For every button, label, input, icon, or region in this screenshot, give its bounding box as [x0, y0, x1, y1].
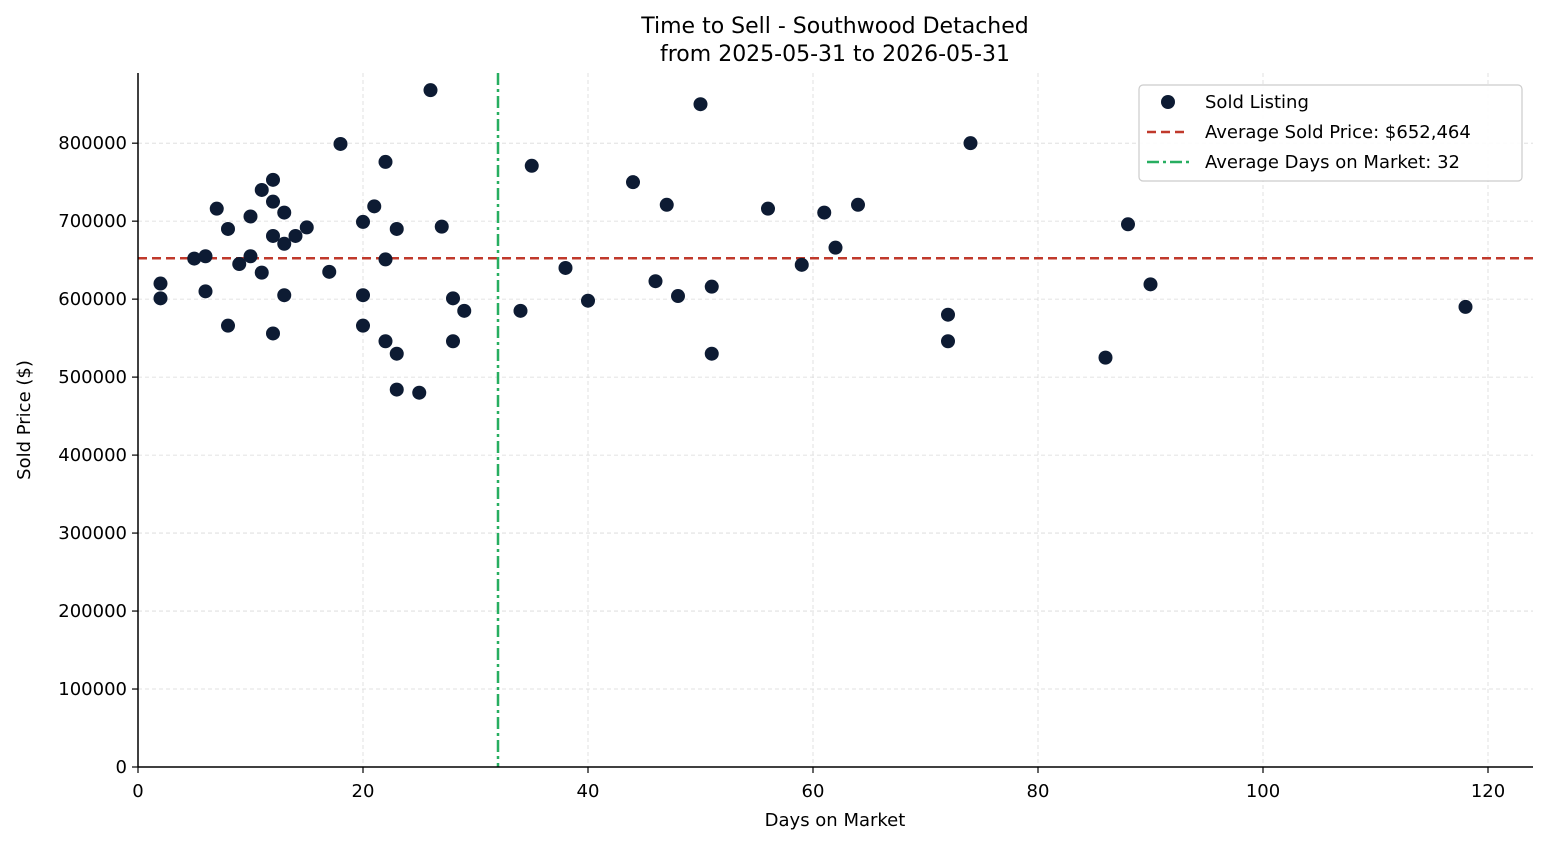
- y-tick-label: 300000: [58, 523, 127, 544]
- data-point: [434, 219, 449, 234]
- data-point: [232, 257, 247, 272]
- average-lines: [138, 73, 1533, 767]
- data-point: [266, 194, 280, 209]
- data-point: [367, 199, 382, 214]
- data-point: [254, 182, 269, 197]
- data-point: [581, 293, 595, 308]
- data-point: [243, 209, 258, 224]
- data-point: [659, 197, 674, 212]
- data-point: [153, 276, 168, 291]
- data-point: [1098, 350, 1113, 365]
- chart-subtitle: from 2025-05-31 to 2026-05-31: [660, 42, 1010, 67]
- legend-label-avg-days: Average Days on Market: 32: [1205, 152, 1460, 173]
- data-point: [389, 346, 404, 361]
- data-point: [209, 201, 224, 216]
- data-point: [446, 334, 460, 349]
- data-point: [322, 264, 337, 279]
- x-tick-label: 80: [1027, 781, 1050, 802]
- axes: [137, 73, 1533, 768]
- data-point: [277, 236, 292, 251]
- x-tick-label: 40: [577, 781, 600, 802]
- data-point: [356, 214, 370, 229]
- data-point: [198, 249, 213, 264]
- x-axis-label: Days on Market: [765, 810, 906, 831]
- data-point: [851, 197, 865, 212]
- data-point: [333, 136, 348, 151]
- data-point: [266, 326, 280, 341]
- data-point: [524, 158, 539, 173]
- data-point: [761, 201, 775, 216]
- data-point: [1143, 277, 1158, 292]
- legend-marker-sold-listing: [1161, 95, 1175, 109]
- data-point: [941, 307, 955, 322]
- data-point: [356, 318, 370, 333]
- data-point: [1121, 217, 1135, 232]
- y-tick-label: 500000: [58, 367, 127, 388]
- tick-labels: 0 20 40 60 80 100 120 0 100000 200000 300000 400000…: [58, 133, 1505, 802]
- data-point: [389, 221, 404, 236]
- data-point: [704, 346, 719, 361]
- data-point: [389, 382, 404, 397]
- data-point: [221, 221, 235, 236]
- data-point: [817, 205, 832, 220]
- data-point: [266, 228, 280, 243]
- x-tick-label: 60: [802, 781, 825, 802]
- x-tick-label: 20: [352, 781, 375, 802]
- y-tick-label: 600000: [58, 289, 127, 310]
- x-tick-label: 100: [1246, 781, 1280, 802]
- data-point: [198, 284, 213, 299]
- data-point: [288, 228, 303, 243]
- data-points: [153, 83, 1473, 400]
- data-point: [378, 334, 393, 349]
- data-point: [704, 279, 719, 294]
- data-point: [693, 97, 708, 112]
- data-point: [446, 291, 460, 306]
- y-tick-label: 0: [116, 757, 127, 778]
- legend-box: [1138, 84, 1523, 182]
- data-point: [254, 265, 269, 280]
- chart-title: Time to Sell - Southwood Detached: [640, 14, 1029, 39]
- data-point: [277, 288, 292, 303]
- data-point: [648, 274, 663, 289]
- data-point: [277, 205, 292, 220]
- y-tick-label: 100000: [58, 679, 127, 700]
- x-tick-label: 120: [1471, 781, 1505, 802]
- data-point: [828, 240, 843, 255]
- data-point: [1458, 299, 1473, 314]
- data-point: [423, 83, 438, 98]
- data-point: [266, 172, 280, 187]
- data-point: [221, 318, 235, 333]
- data-point: [963, 136, 978, 151]
- legend: Sold Listing Average Sold Price: $652,46…: [1138, 84, 1523, 182]
- y-tick-label: 400000: [58, 445, 127, 466]
- legend-label-sold-listing: Sold Listing: [1205, 92, 1309, 113]
- legend-label-avg-price: Average Sold Price: $652,464: [1205, 122, 1471, 143]
- data-point: [513, 303, 528, 318]
- data-point: [671, 289, 685, 304]
- data-point: [558, 260, 573, 275]
- data-point: [794, 257, 809, 272]
- y-axis-label: Sold Price ($): [14, 360, 35, 480]
- data-point: [356, 288, 370, 303]
- data-point: [626, 175, 640, 190]
- data-point: [153, 291, 168, 306]
- y-tick-label: 700000: [58, 211, 127, 232]
- data-point: [243, 249, 258, 264]
- x-tick-label: 0: [132, 781, 143, 802]
- data-point: [457, 303, 472, 318]
- y-tick-label: 800000: [58, 133, 127, 154]
- y-tick-label: 200000: [58, 601, 127, 622]
- data-point: [187, 251, 202, 266]
- data-point: [941, 334, 955, 349]
- data-point: [378, 154, 393, 169]
- data-point: [412, 385, 427, 400]
- data-point: [378, 252, 393, 267]
- data-point: [299, 220, 314, 235]
